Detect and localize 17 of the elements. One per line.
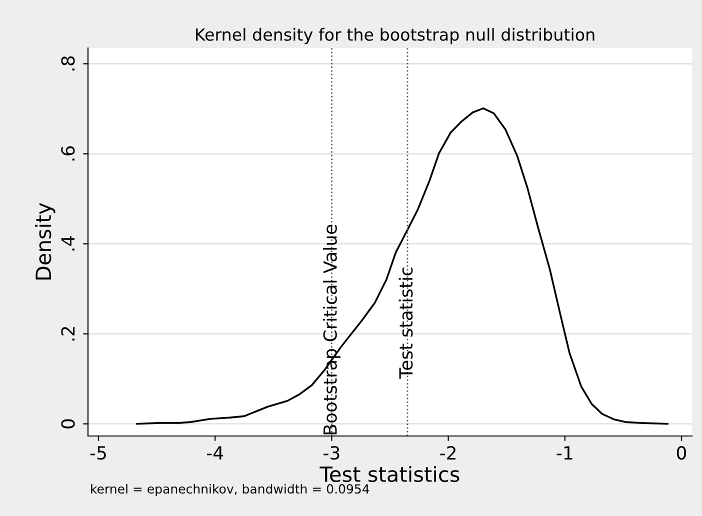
ref-line-label: Test statistic	[398, 268, 413, 379]
y-tick-label: .4	[61, 236, 75, 250]
x-tick-label: 0	[676, 446, 686, 460]
x-tick-label: -4	[206, 446, 224, 460]
x-tick-label: -3	[324, 446, 340, 460]
chart-title: Kernel density for the bootstrap null distribution	[196, 28, 594, 44]
y-tick-label: .8	[61, 56, 75, 70]
y-axis-title: Density	[35, 203, 56, 280]
text: kernel = epanechnikov, bandwidth = 0.0954	[91, 484, 370, 496]
ref-line-label: Bootstrap Critical Value	[322, 224, 340, 434]
y-tick-label: 0	[61, 419, 75, 428]
x-tick-label: -2	[440, 446, 456, 460]
x-tick-label: -1	[556, 446, 572, 460]
y-tick-label: .2	[61, 327, 75, 341]
x-tick-label: -5	[90, 446, 106, 460]
y-tick-label: .6	[61, 146, 75, 160]
x-axis-title: Test statistics	[320, 466, 460, 482]
